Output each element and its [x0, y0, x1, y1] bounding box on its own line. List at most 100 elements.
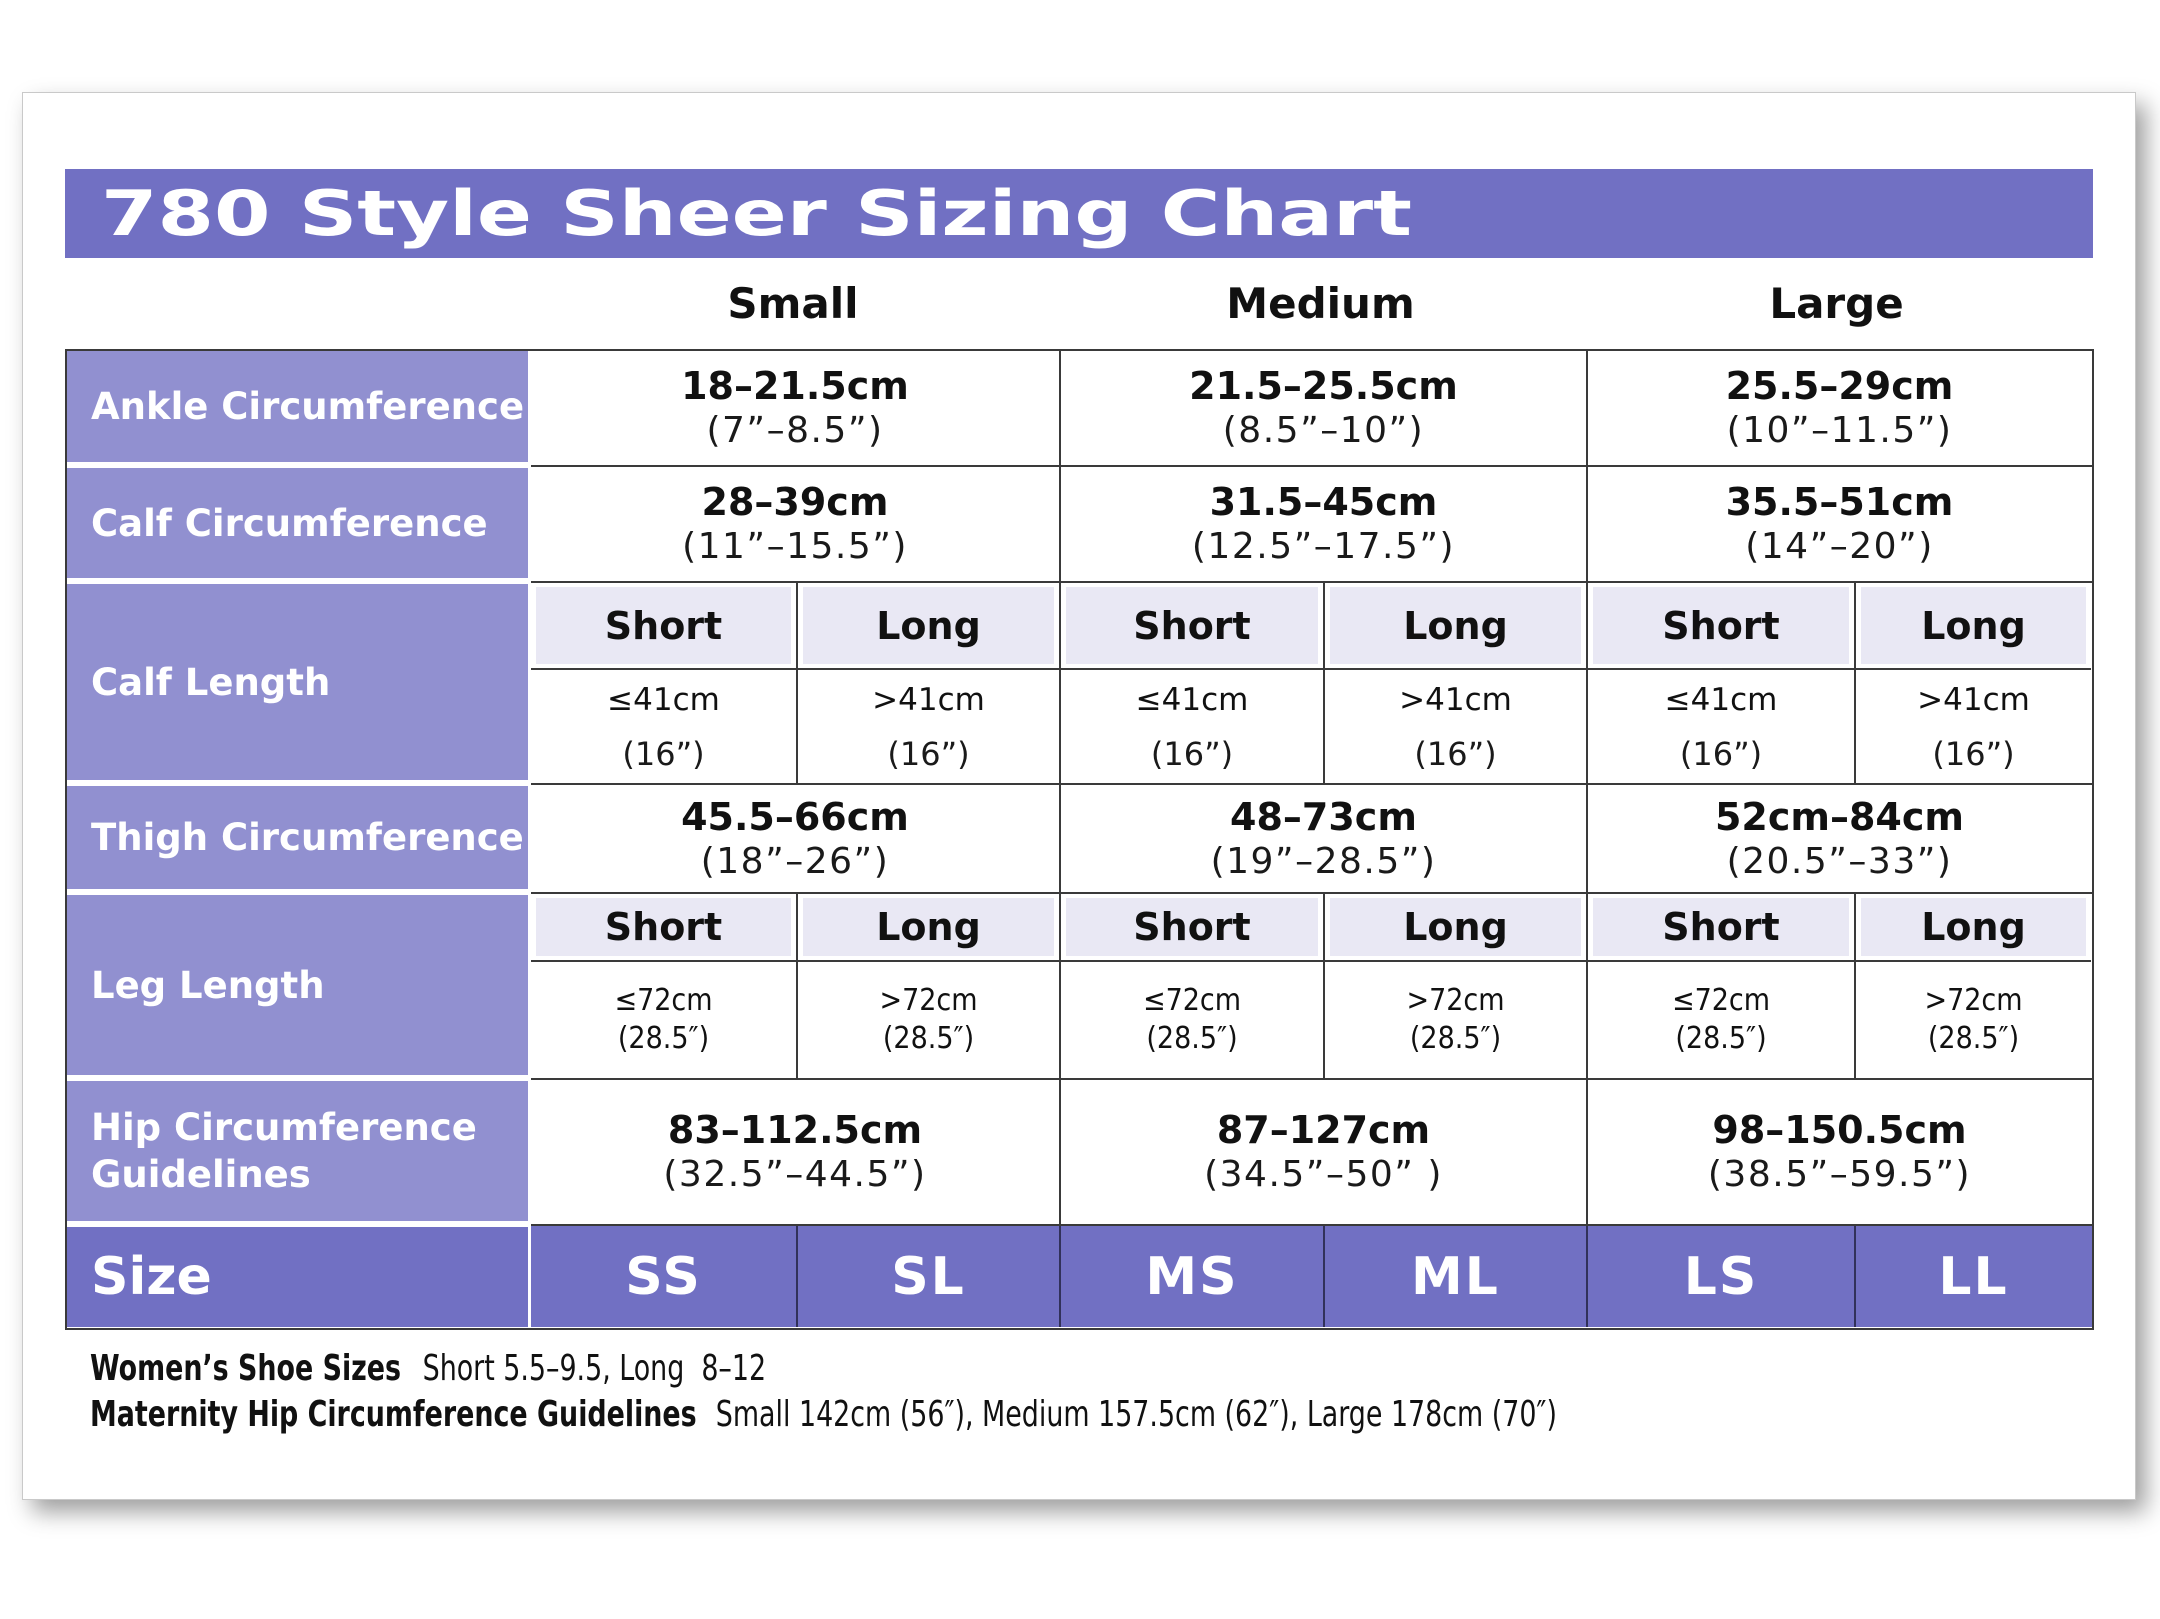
- table-row-leg-length: Leg Length Short ≤72cm (28.5″) Long >72c…: [67, 892, 2092, 1078]
- value-cm: >41cm: [1917, 681, 2030, 718]
- row-label-cell: Ankle Circumference: [67, 351, 528, 465]
- cell-calfc-large: 35.5–51cm (14”–20”): [1586, 467, 2091, 581]
- value-inch: (18”–26”): [700, 840, 890, 882]
- value-cm: ≤41cm: [607, 681, 720, 718]
- row-label-cell: Size: [67, 1224, 528, 1327]
- value-cm: ≤72cm: [614, 983, 713, 1018]
- col-calflen-medium-long: Long >41cm (16”): [1323, 583, 1586, 783]
- row-data-leg-length: Short ≤72cm (28.5″) Long >72cm (28.5″) S…: [531, 892, 2092, 1078]
- footnote-shoe-sizes: Women’s Shoe Sizes Short 5.5–9.5, Long 8–…: [90, 1346, 1557, 1392]
- row-label-size: Size: [67, 1227, 528, 1327]
- subheader-short: Short: [1066, 898, 1318, 956]
- col-leglen-large-long: Long >72cm (28.5″): [1854, 894, 2091, 1078]
- cell-thigh-large: 52cm–84cm (20.5”–33”): [1586, 785, 2091, 892]
- group-header-medium: Medium: [1226, 279, 1415, 328]
- cell-thigh-small: 45.5–66cm (18”–26”): [531, 785, 1059, 892]
- value-cm: ≤72cm: [1142, 983, 1242, 1018]
- value-inch: (28.5″): [1675, 1021, 1767, 1056]
- row-label-cell: Calf Circumference: [67, 465, 528, 581]
- value-cm: 21.5–25.5cm: [1189, 364, 1458, 408]
- value-inch: (16”): [1414, 734, 1497, 773]
- value-cm: 28–39cm: [701, 480, 889, 524]
- cell-ankle-small: 18–21.5cm (7”–8.5”): [531, 351, 1059, 465]
- col-calflen-large-long: Long >41cm (16”): [1854, 583, 2091, 783]
- value-inch: (16”): [887, 734, 970, 773]
- col-calflen-small-short: Short ≤41cm (16”): [531, 583, 796, 783]
- row-data-calf-length: Short ≤41cm (16”) Long >41cm (16”) Short: [531, 581, 2092, 783]
- value-inch: (14”–20”): [1745, 526, 1934, 567]
- chart-title: 780 Style Sheer Sizing Chart: [101, 177, 1412, 250]
- subheader-short: Short: [1066, 587, 1318, 664]
- value-inch: (16”): [1932, 734, 2015, 773]
- row-label-cell: Calf Length: [67, 581, 528, 783]
- row-data-size: SS SL MS ML LS LL: [531, 1224, 2092, 1327]
- value-cm: >41cm: [1399, 681, 1512, 718]
- table-row-thigh-circumference: Thigh Circumference 45.5–66cm (18”–26”) …: [67, 783, 2092, 892]
- table-row-calf-length: Calf Length Short ≤41cm (16”) Long >41cm…: [67, 581, 2092, 783]
- value-inch: (28.5″): [617, 1021, 710, 1056]
- value-cm: 45.5–66cm: [681, 794, 909, 839]
- col-calflen-large-short: Short ≤41cm (16”): [1586, 583, 1854, 783]
- group-header-small: Small: [727, 279, 859, 328]
- value-cm: 52cm–84cm: [1714, 794, 1964, 839]
- col-leglen-small-long: Long >72cm (28.5″): [796, 894, 1059, 1078]
- footnote-maternity-hip-label: Maternity Hip Circumference Guidelines: [90, 1394, 697, 1435]
- table-row-hip-circumference-guidelines: Hip Circumference Guidelines 83–112.5cm …: [67, 1078, 2092, 1224]
- col-leglen-medium-long: Long >72cm (28.5″): [1323, 894, 1586, 1078]
- value-cm: >72cm: [1924, 983, 2023, 1018]
- value-cm: >72cm: [879, 983, 978, 1018]
- row-data-calf-circumference: 28–39cm (11”–15.5”) 31.5–45cm (12.5”–17.…: [531, 465, 2092, 581]
- col-calflen-small-long: Long >41cm (16”): [796, 583, 1059, 783]
- value-inch: (34.5”–50” ): [1204, 1154, 1443, 1195]
- row-data-hip: 83–112.5cm (32.5”–44.5”) 87–127cm (34.5”…: [531, 1078, 2092, 1224]
- value-inch: (7”–8.5”): [706, 410, 884, 451]
- cell-calfc-small: 28–39cm (11”–15.5”): [531, 467, 1059, 581]
- row-label-cell: Hip Circumference Guidelines: [67, 1078, 528, 1224]
- value-cm: >72cm: [1406, 983, 1505, 1018]
- col-calflen-medium-short: Short ≤41cm (16”): [1059, 583, 1323, 783]
- value-inch: (12.5”–17.5”): [1191, 526, 1456, 567]
- row-label-calf-circumference: Calf Circumference: [67, 468, 528, 578]
- size-code-ms: MS: [1059, 1226, 1323, 1327]
- value-inch: (32.5”–44.5”): [663, 1154, 927, 1195]
- cell-hip-medium: 87–127cm (34.5”–50” ): [1059, 1080, 1586, 1224]
- value-inch: (11”–15.5”): [682, 526, 908, 567]
- chart-title-bar: 780 Style Sheer Sizing Chart: [65, 169, 2093, 258]
- col-leglen-small-short: Short ≤72cm (28.5″): [531, 894, 796, 1078]
- sizing-chart-card: 780 Style Sheer Sizing Chart Small Mediu…: [22, 92, 2136, 1500]
- size-code-sl: SL: [796, 1226, 1059, 1327]
- value-inch: (10”–11.5”): [1726, 410, 1953, 451]
- subheader-short: Short: [1593, 587, 1849, 664]
- row-label-hip-circumference-guidelines: Hip Circumference Guidelines: [67, 1081, 528, 1221]
- row-label-cell: Leg Length: [67, 892, 528, 1078]
- cell-ankle-large: 25.5–29cm (10”–11.5”): [1586, 351, 2091, 465]
- subheader-long: Long: [1861, 587, 2086, 664]
- value-cm: 25.5–29cm: [1725, 364, 1954, 408]
- value-inch: (28.5″): [1146, 1021, 1238, 1056]
- value-cm: 31.5–45cm: [1209, 480, 1438, 524]
- value-inch: (16”): [622, 734, 705, 773]
- value-cm: 87–127cm: [1216, 1108, 1431, 1152]
- size-code-ml: ML: [1323, 1226, 1586, 1327]
- value-cm: 98–150.5cm: [1712, 1108, 1967, 1152]
- subheader-long: Long: [803, 898, 1054, 956]
- subheader-long: Long: [803, 587, 1054, 664]
- footnote-maternity-hip-text: Small 142cm (56″), Medium 157.5cm (62″),…: [715, 1394, 1557, 1435]
- footnote-shoe-sizes-label: Women’s Shoe Sizes: [90, 1348, 402, 1389]
- size-group-header-row: Small Medium Large: [65, 258, 2094, 349]
- subheader-short: Short: [536, 898, 791, 956]
- value-cm: 35.5–51cm: [1725, 480, 1954, 524]
- value-inch: (16”): [1150, 734, 1234, 773]
- subheader-short: Short: [536, 587, 791, 664]
- subheader-long: Long: [1861, 898, 2086, 956]
- value-cm: ≤72cm: [1671, 983, 1771, 1018]
- table-row-calf-circumference: Calf Circumference 28–39cm (11”–15.5”) 3…: [67, 465, 2092, 581]
- value-inch: (19”–28.5”): [1210, 840, 1437, 882]
- subheader-long: Long: [1330, 587, 1581, 664]
- footnote-maternity-hip: Maternity Hip Circumference Guidelines Sm…: [90, 1392, 1557, 1438]
- group-header-large: Large: [1769, 279, 1904, 328]
- row-data-ankle: 18–21.5cm (7”–8.5”) 21.5–25.5cm (8.5”–10…: [531, 351, 2092, 465]
- value-inch: (38.5”–59.5”): [1707, 1154, 1972, 1195]
- value-cm: ≤41cm: [1664, 681, 1778, 718]
- row-label-ankle-circumference: Ankle Circumference: [67, 351, 528, 462]
